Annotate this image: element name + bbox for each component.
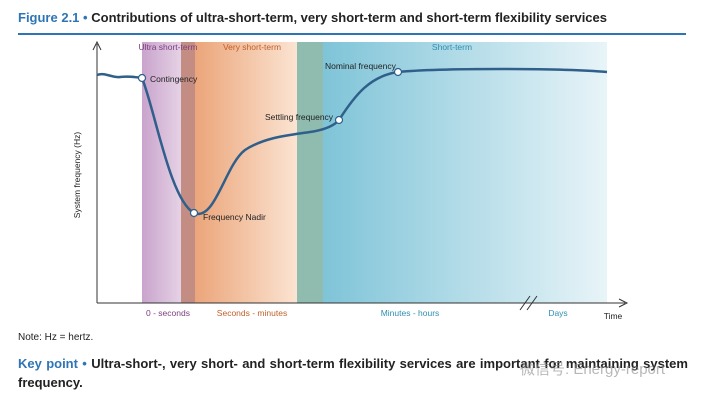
point-label: Settling frequency: [265, 112, 334, 122]
point-label: Frequency Nadir: [203, 212, 266, 222]
point: [393, 67, 403, 77]
point-label: Nominal frequency: [325, 61, 397, 71]
figure-title: Figure 2.1 • Contributions of ultra-shor…: [18, 10, 607, 25]
time-label: Minutes - hours: [381, 308, 440, 318]
time-label: 0 - seconds: [146, 308, 190, 318]
arrow: [618, 298, 629, 308]
band-overlap: [297, 42, 323, 303]
key-point: Key point • Ultra-short-, very short- an…: [18, 354, 688, 392]
y-axis-label: System frequency (Hz): [72, 132, 82, 219]
band-overlap: [181, 42, 195, 303]
time-label: Seconds - minutes: [217, 308, 287, 318]
watermark: 微信号: Energy-report: [520, 361, 666, 378]
time-label: Days: [548, 308, 567, 318]
band-ultra: [142, 42, 182, 303]
bullet: •: [83, 10, 88, 25]
point: [189, 208, 199, 218]
diagram: Ultra short-term Very short-term Short-t…: [72, 40, 629, 321]
band-label: Very short-term: [223, 42, 281, 52]
x-axis-label: Time: [604, 311, 623, 321]
band-label: Ultra short-term: [138, 42, 197, 52]
point: [137, 73, 147, 83]
point-label: Contingency: [150, 74, 198, 84]
title-text: Contributions of ultra-short-term, very …: [91, 10, 607, 25]
band-short: [323, 42, 607, 303]
arrow: [92, 40, 102, 51]
key-label: Key point: [18, 356, 78, 371]
figure-label: Figure 2.1: [18, 10, 80, 25]
title-rule: [18, 33, 686, 35]
band-label: Short-term: [432, 42, 472, 52]
point: [334, 115, 344, 125]
note: Note: Hz = hertz.: [18, 332, 94, 343]
key-text: Ultra-short-, very short- and short-term…: [18, 356, 688, 390]
band-very: [195, 42, 297, 303]
axis-break: [519, 295, 538, 311]
bullet: •: [82, 356, 87, 371]
